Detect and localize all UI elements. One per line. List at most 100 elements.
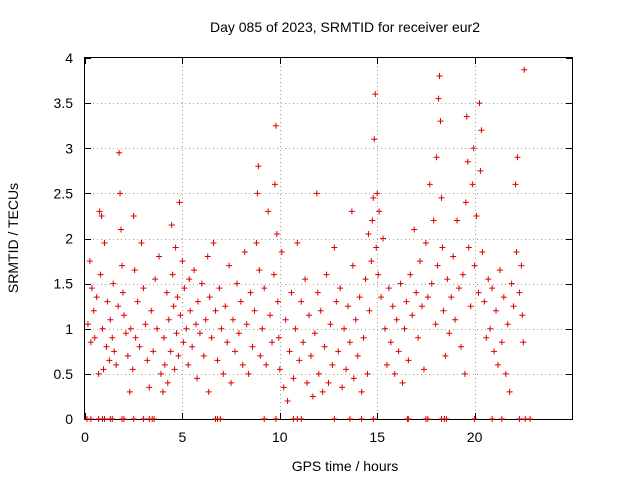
- data-point: [282, 316, 289, 323]
- data-point: [306, 312, 313, 319]
- data-point: [106, 357, 113, 364]
- data-point: [254, 190, 261, 197]
- data-point: [156, 253, 163, 260]
- data-point: [331, 416, 338, 422]
- data-point: [136, 343, 143, 350]
- data-point: [230, 316, 237, 323]
- data-point: [87, 339, 94, 346]
- data-point: [131, 267, 138, 274]
- data-point: [206, 294, 213, 301]
- data-point: [512, 181, 519, 188]
- data-point: [483, 334, 490, 341]
- data-point: [470, 145, 477, 152]
- data-point: [204, 253, 211, 260]
- data-point: [119, 262, 126, 269]
- data-point: [415, 334, 422, 341]
- data-point: [346, 339, 353, 346]
- data-point: [311, 330, 318, 337]
- data-point: [510, 303, 517, 310]
- data-point: [224, 339, 231, 346]
- data-point: [434, 262, 441, 269]
- data-point: [343, 366, 350, 373]
- data-point: [371, 136, 378, 143]
- data-point: [314, 289, 321, 296]
- data-point: [200, 352, 207, 359]
- data-point: [417, 258, 424, 265]
- data-point: [302, 276, 309, 283]
- data-point: [286, 348, 293, 355]
- data-point: [373, 244, 380, 251]
- data-point: [140, 285, 147, 292]
- data-point: [436, 73, 443, 80]
- data-point: [284, 397, 291, 404]
- data-point: [226, 262, 233, 269]
- data-point: [500, 294, 507, 301]
- data-point: [368, 258, 375, 265]
- data-point: [479, 249, 486, 256]
- data-point: [323, 271, 330, 278]
- data-point: [120, 312, 127, 319]
- data-point: [374, 190, 381, 197]
- data-point: [98, 212, 105, 219]
- data-point: [309, 393, 316, 400]
- data-point: [275, 334, 282, 341]
- data-point: [504, 321, 511, 328]
- data-point: [376, 208, 383, 215]
- data-point: [172, 244, 179, 251]
- data-point: [110, 280, 117, 287]
- data-point: [241, 249, 248, 256]
- data-point: [476, 100, 483, 107]
- data-point: [101, 240, 108, 247]
- data-point: [157, 370, 164, 377]
- data-point: [350, 375, 357, 382]
- data-point: [327, 321, 334, 328]
- y-tick-label: 1: [65, 321, 73, 337]
- data-point: [193, 321, 200, 328]
- data-point: [163, 289, 170, 296]
- data-point: [481, 298, 488, 305]
- data-point: [401, 325, 408, 332]
- data-point: [101, 416, 108, 422]
- data-point: [222, 303, 229, 310]
- grid-lines: [85, 58, 572, 419]
- x-tick-label: 20: [467, 429, 483, 445]
- data-point: [304, 379, 311, 386]
- data-point: [270, 271, 277, 278]
- data-point: [257, 352, 264, 359]
- data-point: [255, 163, 262, 170]
- data-point: [126, 388, 133, 395]
- data-point: [335, 348, 342, 355]
- data-point: [518, 262, 525, 269]
- data-point: [117, 190, 124, 197]
- data-point: [493, 307, 500, 314]
- data-point: [442, 352, 449, 359]
- data-point: [364, 370, 371, 377]
- data-point: [331, 244, 338, 251]
- data-point: [118, 226, 125, 233]
- data-point: [506, 388, 513, 395]
- data-point: [391, 370, 398, 377]
- data-point: [176, 199, 183, 206]
- data-point: [187, 307, 194, 314]
- data-point: [463, 113, 470, 120]
- data-point: [409, 312, 416, 319]
- data-point: [231, 348, 238, 355]
- data-point: [365, 230, 372, 237]
- data-point: [152, 276, 159, 283]
- data-point: [459, 271, 466, 278]
- data-point: [278, 249, 285, 256]
- data-point: [393, 316, 400, 323]
- data-point: [212, 307, 219, 314]
- data-point: [170, 303, 177, 310]
- data-point: [91, 334, 98, 341]
- data-point: [461, 370, 468, 377]
- data-point: [473, 212, 480, 219]
- data-point: [87, 416, 94, 422]
- data-point: [272, 416, 279, 422]
- data-point: [424, 416, 431, 422]
- data-point: [183, 325, 190, 332]
- data-point: [333, 298, 340, 305]
- data-point: [154, 325, 161, 332]
- data-point: [272, 122, 279, 129]
